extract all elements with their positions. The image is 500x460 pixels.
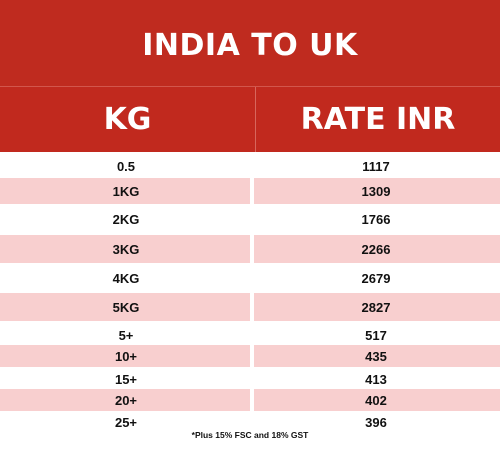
kg-cell: 2KG	[112, 211, 140, 227]
table-row: 4KG 2679	[0, 264, 500, 292]
table-row: 25+ 396	[0, 412, 500, 432]
kg-cell: 20+	[114, 392, 138, 408]
rate-cell: 435	[365, 348, 387, 364]
table-row: 1KG 1309	[0, 178, 500, 204]
kg-cell: 5+	[118, 327, 134, 343]
kg-cell: 15+	[114, 371, 138, 387]
rate-cell: 413	[365, 371, 387, 387]
kg-cell: 1KG	[112, 183, 140, 199]
table-row: 15+ 413	[0, 368, 500, 390]
rate-column-header: RATE INR	[300, 102, 456, 137]
table-row: 0.5 1117	[0, 153, 500, 179]
table-row: 20+ 402	[0, 389, 500, 411]
kg-cell: 5KG	[112, 299, 140, 315]
table-row: 5+ 517	[0, 325, 500, 345]
kg-cell: 0.5	[116, 158, 136, 174]
table-row: 5KG 2827	[0, 293, 500, 321]
rate-cell: 1309	[361, 183, 391, 199]
kg-column-header: KG	[0, 87, 256, 152]
footnote: *Plus 15% FSC and 18% GST	[191, 430, 309, 440]
table-row: 3KG 2266	[0, 235, 500, 263]
kg-cell: 4KG	[112, 270, 140, 286]
rate-cell: 1117	[362, 158, 390, 174]
title-banner: INDIA TO UK	[0, 0, 500, 86]
rate-cell: 2827	[361, 299, 391, 315]
rate-cell: 2266	[361, 241, 391, 257]
table-row: 2KG 1766	[0, 206, 500, 232]
rate-cell: 517	[365, 327, 387, 343]
kg-cell: 3KG	[112, 241, 140, 257]
kg-cell: 25+	[114, 414, 138, 430]
page-title: INDIA TO UK	[142, 27, 358, 63]
rate-cell: 1766	[361, 211, 391, 227]
rate-cell: 402	[365, 392, 387, 408]
rate-cell: 2679	[361, 270, 391, 286]
kg-cell: 10+	[114, 348, 138, 364]
table-row: 10+ 435	[0, 345, 500, 367]
table-header: KG RATE INR	[0, 86, 500, 152]
rate-cell: 396	[365, 414, 387, 430]
